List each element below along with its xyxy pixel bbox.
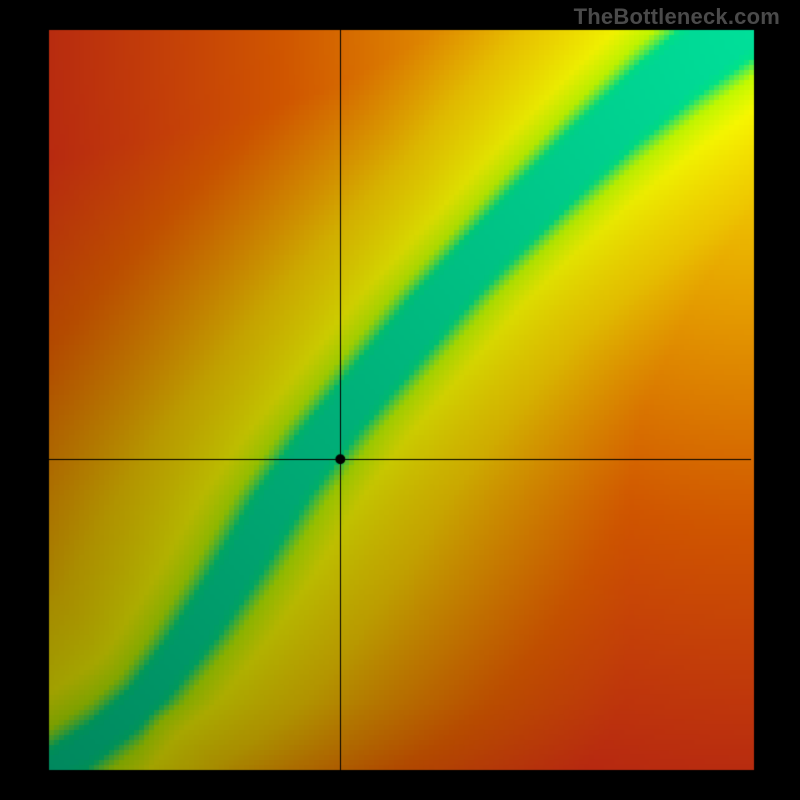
watermark-text: TheBottleneck.com: [574, 4, 780, 30]
bottleneck-heatmap-canvas: [0, 0, 800, 800]
chart-container: TheBottleneck.com: [0, 0, 800, 800]
